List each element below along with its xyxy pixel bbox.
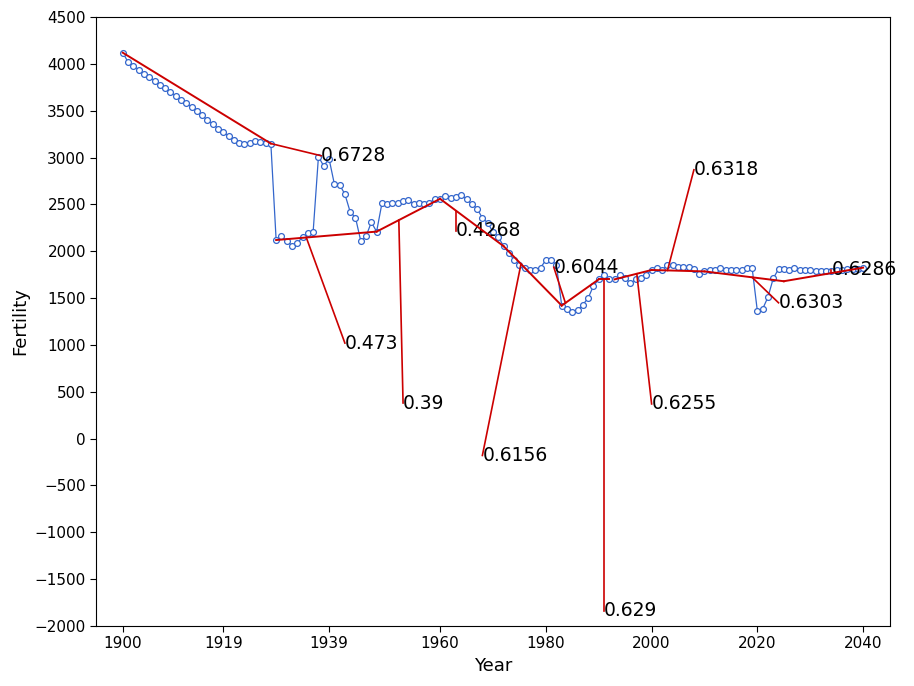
Text: 0.6255: 0.6255 (652, 394, 717, 414)
Text: 0.473: 0.473 (345, 333, 399, 353)
Text: 0.6303: 0.6303 (779, 294, 844, 312)
Y-axis label: Fertility: Fertility (11, 287, 29, 355)
Text: 0.629: 0.629 (604, 602, 657, 620)
Text: 0.6318: 0.6318 (694, 161, 760, 179)
Text: 0.6044: 0.6044 (554, 258, 620, 276)
Text: 0.6728: 0.6728 (321, 146, 387, 165)
Text: 0.4268: 0.4268 (456, 221, 521, 240)
X-axis label: Year: Year (473, 657, 512, 675)
Text: 0.39: 0.39 (403, 394, 444, 412)
Text: 0.6286: 0.6286 (832, 261, 897, 279)
Text: 0.6156: 0.6156 (483, 446, 547, 465)
